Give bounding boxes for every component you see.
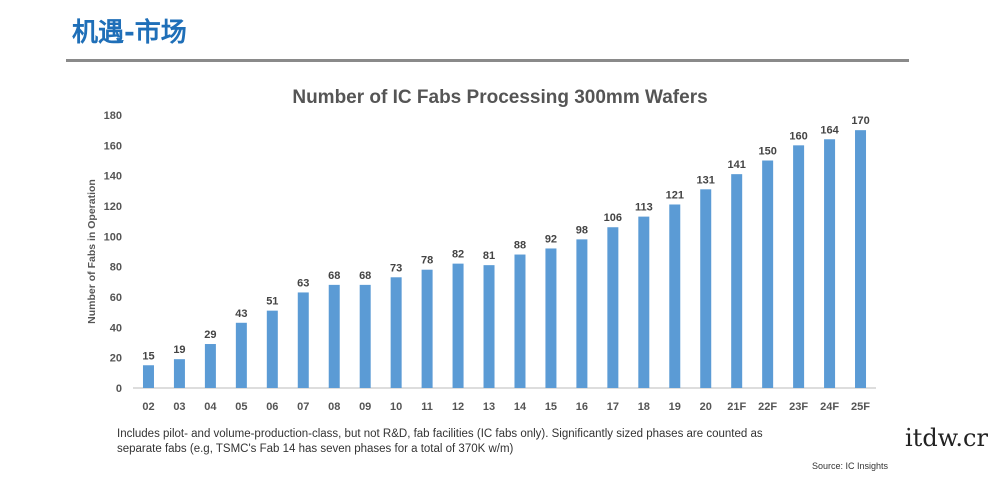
x-tick-label: 23F: [789, 401, 808, 413]
bar: [669, 204, 681, 388]
y-tick-label: 160: [104, 140, 122, 152]
data-label: 121: [666, 189, 684, 201]
data-label: 170: [851, 115, 869, 127]
bar: [359, 284, 371, 388]
y-axis-label: Number of Fabs in Operation: [86, 179, 98, 324]
title-divider: [66, 59, 909, 62]
x-tick-label: 25F: [851, 401, 870, 413]
bar: [483, 265, 495, 388]
y-tick-label: 180: [104, 110, 122, 122]
bar: [824, 139, 836, 388]
data-label: 164: [820, 124, 839, 136]
x-tick-label: 12: [452, 401, 464, 413]
x-tick-label: 08: [328, 401, 340, 413]
bar: [793, 145, 805, 388]
bar: [514, 254, 526, 388]
y-tick-label: 0: [116, 383, 122, 395]
bar: [607, 227, 619, 388]
x-tick-label: 16: [576, 401, 588, 413]
data-label: 150: [758, 146, 776, 158]
x-tick-label: 10: [390, 401, 402, 413]
bar: [452, 263, 464, 388]
x-tick-label: 11: [421, 401, 433, 413]
data-label: 92: [545, 233, 557, 245]
bar: [700, 189, 712, 388]
data-label: 141: [728, 159, 746, 171]
bar: [731, 174, 743, 388]
chart-title: Number of IC Fabs Processing 300mm Wafer…: [292, 87, 707, 108]
data-label: 98: [576, 224, 588, 236]
y-tick-label: 120: [104, 201, 122, 213]
x-tick-label: 04: [204, 401, 217, 413]
data-label: 68: [328, 270, 340, 282]
bar: [855, 130, 867, 388]
data-label: 113: [635, 202, 653, 214]
x-tick-label: 21F: [727, 401, 746, 413]
bar: [235, 322, 247, 388]
x-tick-label: 22F: [758, 401, 777, 413]
x-tick-label: 20: [700, 401, 712, 413]
data-label: 19: [173, 344, 185, 356]
source-label: Source: IC Insights: [812, 461, 889, 471]
y-tick-label: 40: [110, 322, 122, 334]
data-label: 15: [142, 350, 154, 362]
data-label: 131: [697, 174, 715, 186]
page-title: 机遇-市场: [72, 18, 187, 48]
bar: [297, 292, 309, 388]
x-tick-label: 15: [545, 401, 557, 413]
x-tick-label: 07: [297, 401, 309, 413]
x-tick-label: 09: [359, 401, 371, 413]
bar: [545, 248, 557, 388]
x-tick-label: 03: [173, 401, 185, 413]
bar: [173, 359, 185, 388]
watermark: itdw.cr: [905, 424, 988, 452]
bar: [576, 239, 588, 388]
data-label: 68: [359, 270, 371, 282]
bar: [266, 310, 278, 388]
bar: [204, 344, 216, 388]
x-tick-label: 13: [483, 401, 495, 413]
footnote: Includes pilot- and volume-production-cl…: [117, 428, 763, 455]
data-label: 43: [235, 308, 247, 320]
bar: [390, 277, 402, 388]
bar: [762, 160, 774, 388]
data-label: 82: [452, 249, 464, 261]
data-label: 73: [390, 262, 402, 274]
y-tick-label: 100: [104, 231, 122, 243]
y-tick-label: 20: [110, 353, 122, 365]
data-label: 106: [604, 212, 622, 224]
y-tick-label: 140: [104, 171, 122, 183]
x-tick-label: 14: [514, 401, 527, 413]
data-label: 51: [266, 296, 278, 308]
x-tick-label: 05: [235, 401, 247, 413]
y-tick-label: 60: [110, 292, 122, 304]
x-tick-label: 19: [669, 401, 681, 413]
data-label: 160: [789, 130, 807, 142]
data-label: 88: [514, 240, 526, 252]
y-tick-label: 80: [110, 262, 122, 274]
bar: [142, 365, 154, 388]
data-label: 81: [483, 250, 495, 262]
data-label: 63: [297, 277, 309, 289]
x-tick-label: 18: [638, 401, 650, 413]
x-tick-label: 02: [142, 401, 154, 413]
x-tick-label: 24F: [820, 401, 839, 413]
bar: [421, 269, 433, 388]
bar-chart: Number of IC Fabs Processing 300mm Wafer…: [86, 87, 876, 413]
bar: [638, 216, 650, 388]
bar: [328, 284, 340, 388]
data-label: 78: [421, 255, 433, 267]
x-tick-label: 06: [266, 401, 278, 413]
x-tick-label: 17: [607, 401, 619, 413]
data-label: 29: [204, 329, 216, 341]
